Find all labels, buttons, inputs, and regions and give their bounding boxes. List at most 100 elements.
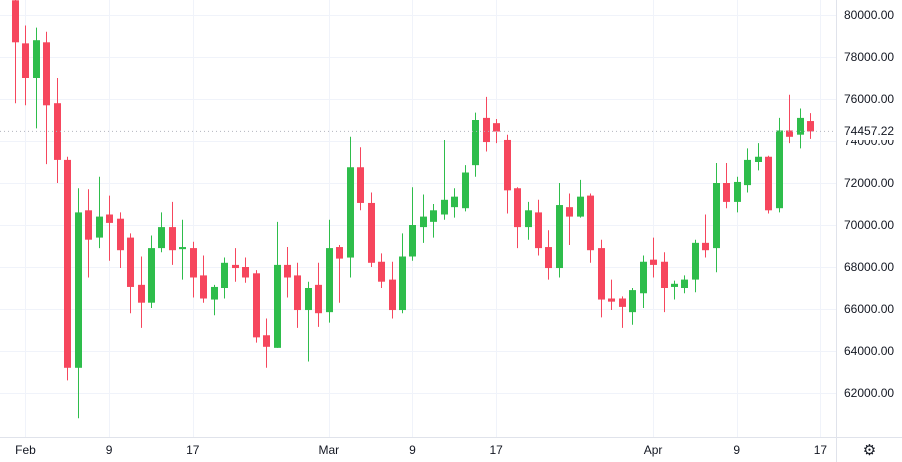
candle[interactable] xyxy=(640,255,647,308)
candle[interactable] xyxy=(420,194,427,243)
candle[interactable] xyxy=(85,189,92,278)
candle[interactable] xyxy=(545,230,552,280)
candle[interactable] xyxy=(504,134,511,214)
candle[interactable] xyxy=(681,275,688,294)
candle[interactable] xyxy=(221,257,228,299)
candle[interactable] xyxy=(702,214,709,258)
candle[interactable] xyxy=(577,179,584,218)
candle[interactable] xyxy=(723,163,730,209)
price-axis[interactable]: 74457.22 80000.00 78000.00 76000.00 74000.0… xyxy=(836,0,902,437)
candle[interactable] xyxy=(661,252,668,313)
time-tick-label: 9 xyxy=(409,443,416,457)
candle[interactable] xyxy=(179,219,186,280)
candle[interactable] xyxy=(734,176,741,213)
candle[interactable] xyxy=(619,296,626,328)
candle[interactable] xyxy=(54,78,61,183)
candle[interactable] xyxy=(525,201,532,240)
candle[interactable] xyxy=(389,261,396,319)
candle[interactable] xyxy=(253,270,260,343)
candle[interactable] xyxy=(127,233,134,314)
price-tick-label: 64000.00 xyxy=(844,344,895,358)
candle[interactable] xyxy=(713,163,720,273)
candle[interactable] xyxy=(587,193,594,263)
candle[interactable] xyxy=(472,112,479,177)
candle[interactable] xyxy=(148,235,155,308)
price-tick-label: 76000.00 xyxy=(844,92,895,106)
candle[interactable] xyxy=(33,27,40,129)
time-axis-settings-cell: ⚙ xyxy=(836,438,902,462)
candle[interactable] xyxy=(12,0,19,104)
candle[interactable] xyxy=(211,284,218,316)
price-tick-label: 62000.00 xyxy=(844,386,895,400)
chart-plot-area[interactable] xyxy=(0,0,836,437)
candle[interactable] xyxy=(765,155,772,214)
candle[interactable] xyxy=(263,318,270,368)
candle[interactable] xyxy=(409,187,416,261)
candle[interactable] xyxy=(786,94,793,144)
candle[interactable] xyxy=(117,212,124,269)
candle[interactable] xyxy=(75,188,82,419)
price-tick-label: 66000.00 xyxy=(844,302,895,316)
time-tick-label: Feb xyxy=(15,443,36,457)
candle[interactable] xyxy=(169,201,176,265)
candle[interactable] xyxy=(608,279,615,311)
candle[interactable] xyxy=(232,248,239,282)
candle[interactable] xyxy=(368,192,375,267)
time-axis[interactable]: ⚙ Feb 9 17 Mar 9 17 Apr 9 17 xyxy=(0,437,902,462)
candle[interactable] xyxy=(357,147,364,211)
candle[interactable] xyxy=(430,204,437,238)
candle[interactable] xyxy=(650,237,657,278)
candle[interactable] xyxy=(671,280,678,300)
price-tick-label: 68000.00 xyxy=(844,260,895,274)
time-tick-label: Apr xyxy=(643,443,663,457)
candle[interactable] xyxy=(566,193,573,245)
candle[interactable] xyxy=(598,239,605,318)
candles-series xyxy=(12,0,814,419)
gridlines xyxy=(0,0,836,437)
settings-gear-icon[interactable]: ⚙ xyxy=(862,441,877,459)
time-tick-label: 17 xyxy=(489,443,503,457)
candle[interactable] xyxy=(242,257,249,283)
candle[interactable] xyxy=(535,199,542,256)
time-tick-label: 9 xyxy=(733,443,741,457)
candle[interactable] xyxy=(776,117,783,213)
candle[interactable] xyxy=(807,113,814,139)
price-tick-label: 80000.00 xyxy=(844,8,895,22)
candle[interactable] xyxy=(284,247,291,298)
time-tick-label: Mar xyxy=(318,443,340,457)
candle[interactable] xyxy=(441,139,448,220)
candle[interactable] xyxy=(629,288,636,325)
candle[interactable] xyxy=(378,253,385,288)
candle[interactable] xyxy=(797,108,804,149)
price-tick-label: 78000.00 xyxy=(844,50,895,64)
candle[interactable] xyxy=(200,255,207,303)
chart-canvas[interactable] xyxy=(0,0,836,437)
candle[interactable] xyxy=(462,165,469,212)
candle[interactable] xyxy=(399,233,406,314)
candle[interactable] xyxy=(451,188,458,218)
candle[interactable] xyxy=(483,96,490,152)
candle[interactable] xyxy=(744,148,751,193)
candle[interactable] xyxy=(755,143,762,171)
candle[interactable] xyxy=(305,281,312,362)
candle[interactable] xyxy=(22,25,29,106)
price-tick-label: 70000.00 xyxy=(844,218,895,232)
candle[interactable] xyxy=(138,256,145,328)
candle[interactable] xyxy=(556,183,563,278)
candle[interactable] xyxy=(106,195,113,261)
candle[interactable] xyxy=(43,31,50,165)
candle[interactable] xyxy=(315,262,322,327)
candle[interactable] xyxy=(294,262,301,328)
candle[interactable] xyxy=(190,241,197,298)
candle[interactable] xyxy=(96,176,103,249)
candle[interactable] xyxy=(274,221,281,348)
candle[interactable] xyxy=(347,136,354,278)
candle[interactable] xyxy=(692,239,699,293)
candle[interactable] xyxy=(64,156,71,381)
candle[interactable] xyxy=(514,187,521,249)
last-price-label: 74457.22 xyxy=(843,123,897,141)
candle[interactable] xyxy=(158,212,165,253)
candle[interactable] xyxy=(326,219,333,323)
candle[interactable] xyxy=(336,244,343,303)
